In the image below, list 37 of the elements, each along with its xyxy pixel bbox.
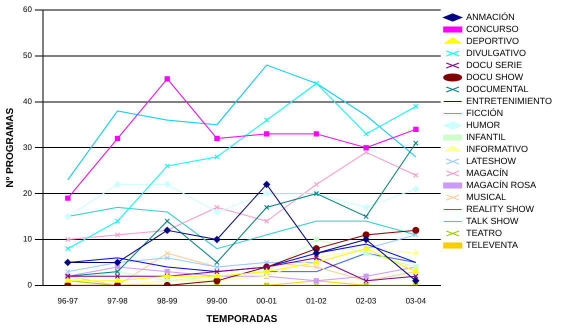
y-tick-label: 10	[22, 234, 32, 244]
x-tick-label: 98-99	[156, 296, 178, 306]
x-tick-label: 02-03	[356, 296, 377, 306]
legend-label: MUSICAL	[466, 192, 506, 202]
legend-label: ENTRETENIMIENTO	[466, 96, 552, 106]
y-axis-title: Nº PROGRAMAS	[4, 107, 16, 188]
y-tick-label: 30	[22, 142, 32, 152]
x-tick-label: 03-04	[406, 296, 427, 306]
legend-label: INFORMATIVO	[466, 144, 528, 154]
x-tick-label: 00-01	[256, 296, 278, 306]
y-tick-label: 0	[27, 280, 32, 290]
legend-label: FICCIÓN	[466, 108, 504, 118]
legend-label: TALK SHOW	[466, 216, 520, 226]
y-tick-label: 50	[22, 51, 32, 60]
x-tick-label: 97-98	[107, 296, 128, 306]
legend-label: HUMOR	[466, 120, 501, 130]
x-tick-label: 99-00	[206, 296, 228, 306]
x-axis-title: TEMPORADAS	[206, 314, 278, 325]
x-tick-label: 96-97	[58, 296, 79, 306]
y-tick-label: 20	[22, 188, 32, 198]
legend-label: ANMACIÓN	[466, 12, 515, 22]
legend-label: INFANTIL	[466, 132, 506, 142]
legend-label: MAGACÍN ROSA	[466, 180, 536, 190]
legend-label: TEATRO	[466, 228, 502, 238]
legend-label: DOCU SHOW	[466, 72, 524, 82]
legend-label: DOCU SERIE	[466, 60, 522, 70]
legend-label: TELEVENTA	[466, 240, 518, 250]
legend-label: DIVULGATIVO	[466, 48, 526, 58]
y-tick-label: 60	[22, 5, 32, 14]
legend-label: LATESHOW	[466, 156, 517, 166]
x-tick-label: 01-02	[306, 296, 328, 306]
legend-label: DOCUMENTAL	[466, 84, 529, 94]
legend-label: CONCURSO	[466, 24, 519, 34]
legend-label: DEPORTIVO	[466, 36, 520, 46]
y-tick-label: 40	[22, 97, 32, 106]
legend-label: REALITY SHOW	[466, 204, 535, 214]
legend-label: MAGACÍN	[466, 168, 508, 178]
